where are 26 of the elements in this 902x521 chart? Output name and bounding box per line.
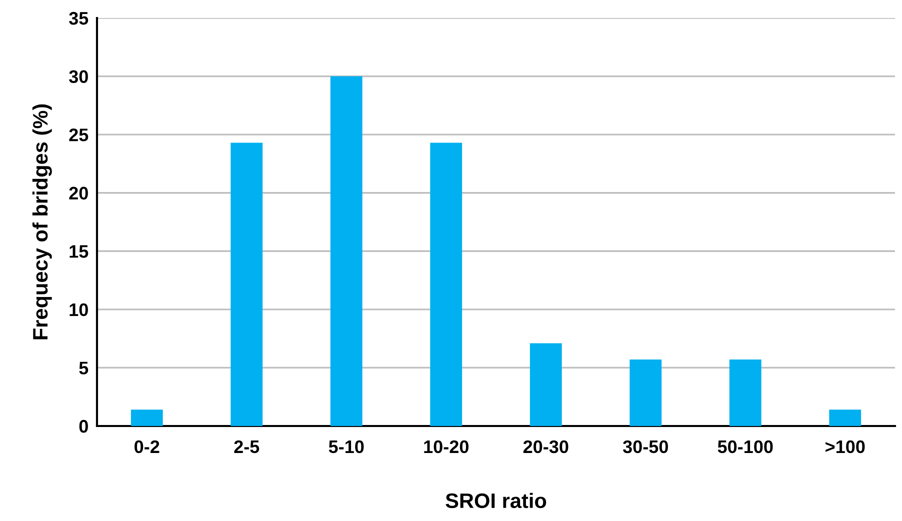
bar — [829, 410, 862, 426]
x-tick-label: 30-50 — [622, 440, 668, 454]
x-tick-label: 5-10 — [328, 440, 364, 454]
x-tick-label: 2-5 — [234, 440, 260, 454]
bar — [430, 142, 462, 426]
bar — [130, 410, 163, 426]
y-tick-label: 0 — [79, 420, 88, 433]
bar — [230, 142, 263, 426]
x-tick-label: 0-2 — [134, 440, 160, 454]
bar — [630, 360, 662, 426]
y-tick-label: 20 — [69, 186, 88, 200]
x-tick-label: 20-30 — [523, 440, 568, 454]
bar — [729, 360, 762, 426]
bar — [530, 343, 562, 426]
x-tick-label: >100 — [826, 440, 865, 454]
x-tick-label: 50-100 — [718, 440, 773, 454]
x-axis-title: SROI ratio — [446, 492, 546, 508]
y-tick-label: 25 — [69, 128, 88, 142]
y-tick-label: 10 — [70, 303, 88, 316]
y-tick-label: 15 — [70, 245, 88, 258]
bar — [330, 76, 362, 426]
x-tick-label: 10-20 — [424, 440, 468, 454]
y-tick-label: 5 — [79, 362, 88, 374]
y-tick-label: 35 — [69, 12, 88, 25]
y-tick-label: 30 — [69, 70, 88, 84]
y-axis-title: Frequecy of bridges (%) — [32, 104, 52, 340]
